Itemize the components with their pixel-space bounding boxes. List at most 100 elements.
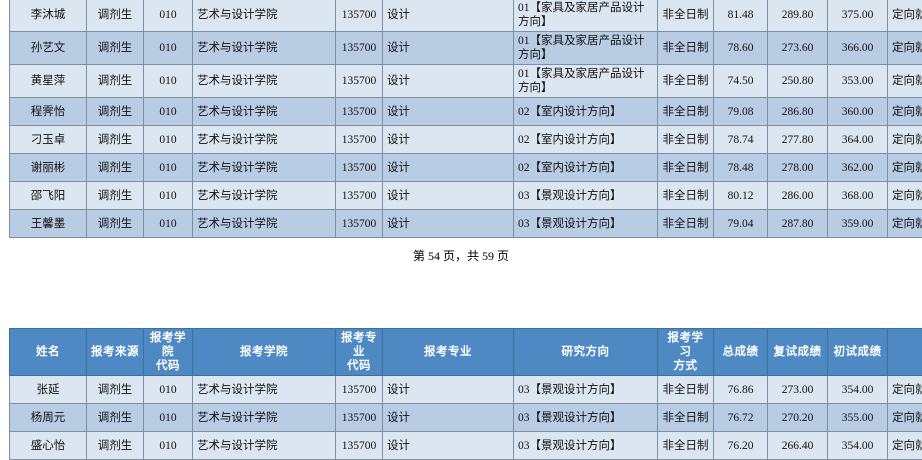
cell-name: 程霁怡 [10,98,87,126]
cell-source: 调剂生 [87,432,144,460]
admissions-table-bottom-container: 姓名报考来源报考学院代码报考学院报考专业代码报考专业研究方向报考学习方式总成绩复… [0,328,922,460]
cell-admit_type: 定向就业 [888,98,922,126]
column-header-source[interactable]: 报考来源 [87,329,144,376]
cell-name: 孙艺文 [10,32,87,65]
cell-study_mode: 非全日制 [658,65,714,98]
cell-college_code: 010 [144,98,193,126]
cell-college: 艺术与设计学院 [193,210,336,238]
cell-name: 邵飞阳 [10,182,87,210]
cell-major_code: 135700 [336,154,383,182]
cell-pretest: 354.00 [828,376,888,404]
cell-college_code: 010 [144,404,193,432]
cell-name: 盛心怡 [10,432,87,460]
cell-college_code: 010 [144,154,193,182]
column-header-retest[interactable]: 复试成绩 [768,329,828,376]
cell-study_mode: 非全日制 [658,154,714,182]
cell-retest: 273.60 [768,32,828,65]
cell-college_code: 010 [144,65,193,98]
column-header-pretest[interactable]: 初试成绩 [828,329,888,376]
cell-source: 调剂生 [87,154,144,182]
cell-source: 调剂生 [87,65,144,98]
cell-retest: 266.40 [768,432,828,460]
column-header-name[interactable]: 姓名 [10,329,87,376]
cell-name: 李沐城 [10,0,87,32]
cell-admit_type: 定向就业 [888,32,922,65]
cell-total_score: 76.72 [714,404,768,432]
cell-name: 杨周元 [10,404,87,432]
column-header-college[interactable]: 报考学院 [193,329,336,376]
cell-admit_type: 定向就业 [888,0,922,32]
cell-study_mode: 非全日制 [658,126,714,154]
cell-college: 艺术与设计学院 [193,404,336,432]
cell-direction: 01【家具及家居产品设计方向】 [514,0,658,32]
column-header-study_mode[interactable]: 报考学习方式 [658,329,714,376]
cell-direction: 01【家具及家居产品设计方向】 [514,65,658,98]
cell-major: 设计 [383,432,514,460]
cell-college_code: 010 [144,32,193,65]
cell-college: 艺术与设计学院 [193,182,336,210]
cell-source: 调剂生 [87,0,144,32]
cell-college: 艺术与设计学院 [193,376,336,404]
cell-pretest: 368.00 [828,182,888,210]
column-header-major_code[interactable]: 报考专业代码 [336,329,383,376]
cell-major_code: 135700 [336,182,383,210]
cell-direction: 03【景观设计方向】 [514,404,658,432]
column-header-major[interactable]: 报考专业 [383,329,514,376]
cell-study_mode: 非全日制 [658,32,714,65]
cell-name: 刁玉卓 [10,126,87,154]
cell-name: 张延 [10,376,87,404]
cell-college_code: 010 [144,376,193,404]
cell-major_code: 135700 [336,126,383,154]
cell-major_code: 135700 [336,98,383,126]
cell-name: 王馨墨 [10,210,87,238]
cell-direction: 02【室内设计方向】 [514,154,658,182]
cell-retest: 286.00 [768,182,828,210]
cell-study_mode: 非全日制 [658,432,714,460]
cell-major: 设计 [383,126,514,154]
column-header-total_score[interactable]: 总成绩 [714,329,768,376]
page-number-footer: 第 54 页，共 59 页 [0,247,922,264]
cell-college_code: 010 [144,126,193,154]
cell-college_code: 010 [144,432,193,460]
cell-college_code: 010 [144,182,193,210]
cell-college: 艺术与设计学院 [193,0,336,32]
cell-total_score: 79.04 [714,210,768,238]
cell-direction: 02【室内设计方向】 [514,98,658,126]
cell-college: 艺术与设计学院 [193,432,336,460]
cell-major_code: 135700 [336,32,383,65]
cell-major: 设计 [383,182,514,210]
cell-retest: 273.00 [768,376,828,404]
column-header-direction[interactable]: 研究方向 [514,329,658,376]
cell-total_score: 81.48 [714,0,768,32]
cell-source: 调剂生 [87,126,144,154]
cell-total_score: 79.08 [714,98,768,126]
cell-admit_type: 定向就业 [888,182,922,210]
cell-pretest: 366.00 [828,32,888,65]
cell-total_score: 80.12 [714,182,768,210]
cell-pretest: 359.00 [828,210,888,238]
column-header-college_code[interactable]: 报考学院代码 [144,329,193,376]
cell-retest: 286.80 [768,98,828,126]
cell-retest: 287.80 [768,210,828,238]
cell-direction: 03【景观设计方向】 [514,432,658,460]
cell-total_score: 78.74 [714,126,768,154]
cell-major_code: 135700 [336,376,383,404]
cell-source: 调剂生 [87,210,144,238]
cell-college: 艺术与设计学院 [193,154,336,182]
cell-total_score: 74.50 [714,65,768,98]
column-header-admit_type[interactable]: 录取类别 [888,329,922,376]
cell-study_mode: 非全日制 [658,376,714,404]
